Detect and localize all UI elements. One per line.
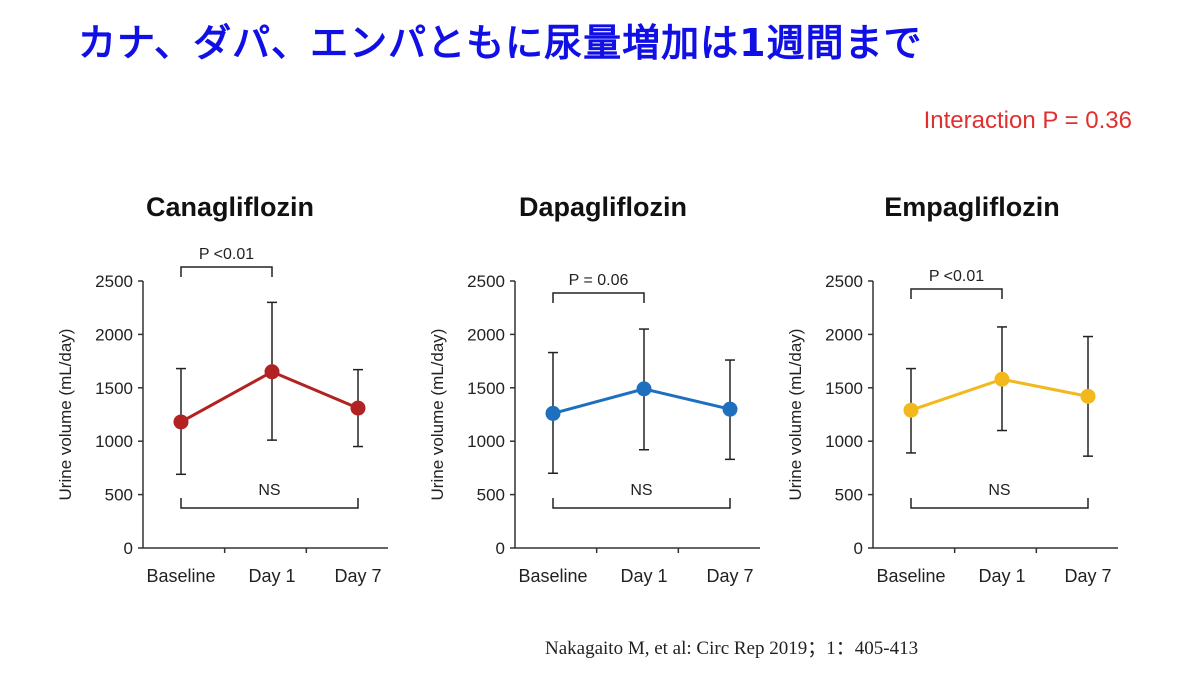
- series-line: [180, 370, 359, 424]
- x-tick-label: Day 1: [978, 566, 1025, 586]
- significance-label-top: P <0.01: [929, 268, 984, 285]
- y-tick-label: 1500: [467, 379, 505, 398]
- significance-label-top: P = 0.06: [569, 272, 629, 289]
- data-point: [903, 402, 919, 418]
- chart-panel-canagliflozin: Canagliflozin Urine volume (mL/day) 0 500 10…: [56, 192, 388, 586]
- y-axis-label: Urine volume (mL/day): [786, 329, 805, 501]
- y-tick-label: 1500: [95, 379, 133, 398]
- y-tick-label: 2000: [467, 325, 505, 344]
- y-tick-label: 1000: [95, 432, 133, 451]
- x-tick-label: Day 1: [620, 566, 667, 586]
- data-point: [722, 401, 738, 417]
- chart-panel-empagliflozin: Empagliflozin Urine volume (mL/day) 0 500 10…: [786, 192, 1118, 586]
- y-tick-label: 500: [105, 486, 133, 505]
- y-tick-label: 0: [124, 539, 133, 558]
- citation: Nakagaito M, et al: Circ Rep 2019；1：405-…: [545, 638, 919, 659]
- significance-bracket-bottom: [552, 498, 731, 509]
- y-axis-label: Urine volume (mL/day): [56, 329, 75, 501]
- y-tick-label: 1500: [825, 379, 863, 398]
- chart-title: Dapagliflozin: [519, 192, 687, 222]
- y-tick-label: 1000: [825, 432, 863, 451]
- y-tick-label: 2500: [825, 272, 863, 291]
- significance-label-bottom: NS: [988, 482, 1010, 499]
- significance-label-bottom: NS: [630, 482, 652, 499]
- chart-title: Canagliflozin: [146, 192, 314, 222]
- chart-title: Empagliflozin: [884, 192, 1060, 222]
- y-axis-label: Urine volume (mL/day): [428, 329, 447, 501]
- y-tick-label: 0: [496, 539, 505, 558]
- significance-bracket-bottom: [180, 498, 359, 509]
- y-tick-label: 0: [854, 539, 863, 558]
- x-tick-label: Day 7: [1064, 566, 1111, 586]
- y-tick-label: 2500: [467, 272, 505, 291]
- interaction-p-value: Interaction P = 0.36: [923, 107, 1132, 134]
- data-point: [1080, 388, 1096, 404]
- significance-bracket-top: [552, 292, 645, 303]
- x-tick-label: Baseline: [876, 566, 945, 586]
- x-tick-label: Baseline: [518, 566, 587, 586]
- data-point: [350, 400, 366, 416]
- x-tick-label: Day 1: [248, 566, 295, 586]
- y-tick-label: 1000: [467, 432, 505, 451]
- chart-panel-dapagliflozin: Dapagliflozin Urine volume (mL/day) 0 500 10…: [428, 192, 760, 586]
- x-tick-label: Day 7: [334, 566, 381, 586]
- data-point: [545, 405, 561, 421]
- y-tick-label: 2000: [95, 325, 133, 344]
- significance-bracket-bottom: [910, 498, 1089, 509]
- data-point: [994, 371, 1010, 387]
- data-point: [173, 414, 189, 430]
- data-point: [636, 381, 652, 397]
- significance-bracket-top: [910, 288, 1003, 299]
- y-tick-label: 2500: [95, 272, 133, 291]
- significance-bracket-top: [180, 266, 273, 277]
- y-tick-label: 500: [835, 486, 863, 505]
- x-tick-label: Day 7: [706, 566, 753, 586]
- significance-label-bottom: NS: [258, 482, 280, 499]
- x-tick-label: Baseline: [146, 566, 215, 586]
- y-tick-label: 500: [477, 486, 505, 505]
- significance-label-top: P <0.01: [199, 246, 254, 263]
- data-point: [264, 364, 280, 380]
- y-tick-label: 2000: [825, 325, 863, 344]
- slide-title: カナ、ダパ、エンパともに尿量増加は1週間まで: [78, 21, 923, 65]
